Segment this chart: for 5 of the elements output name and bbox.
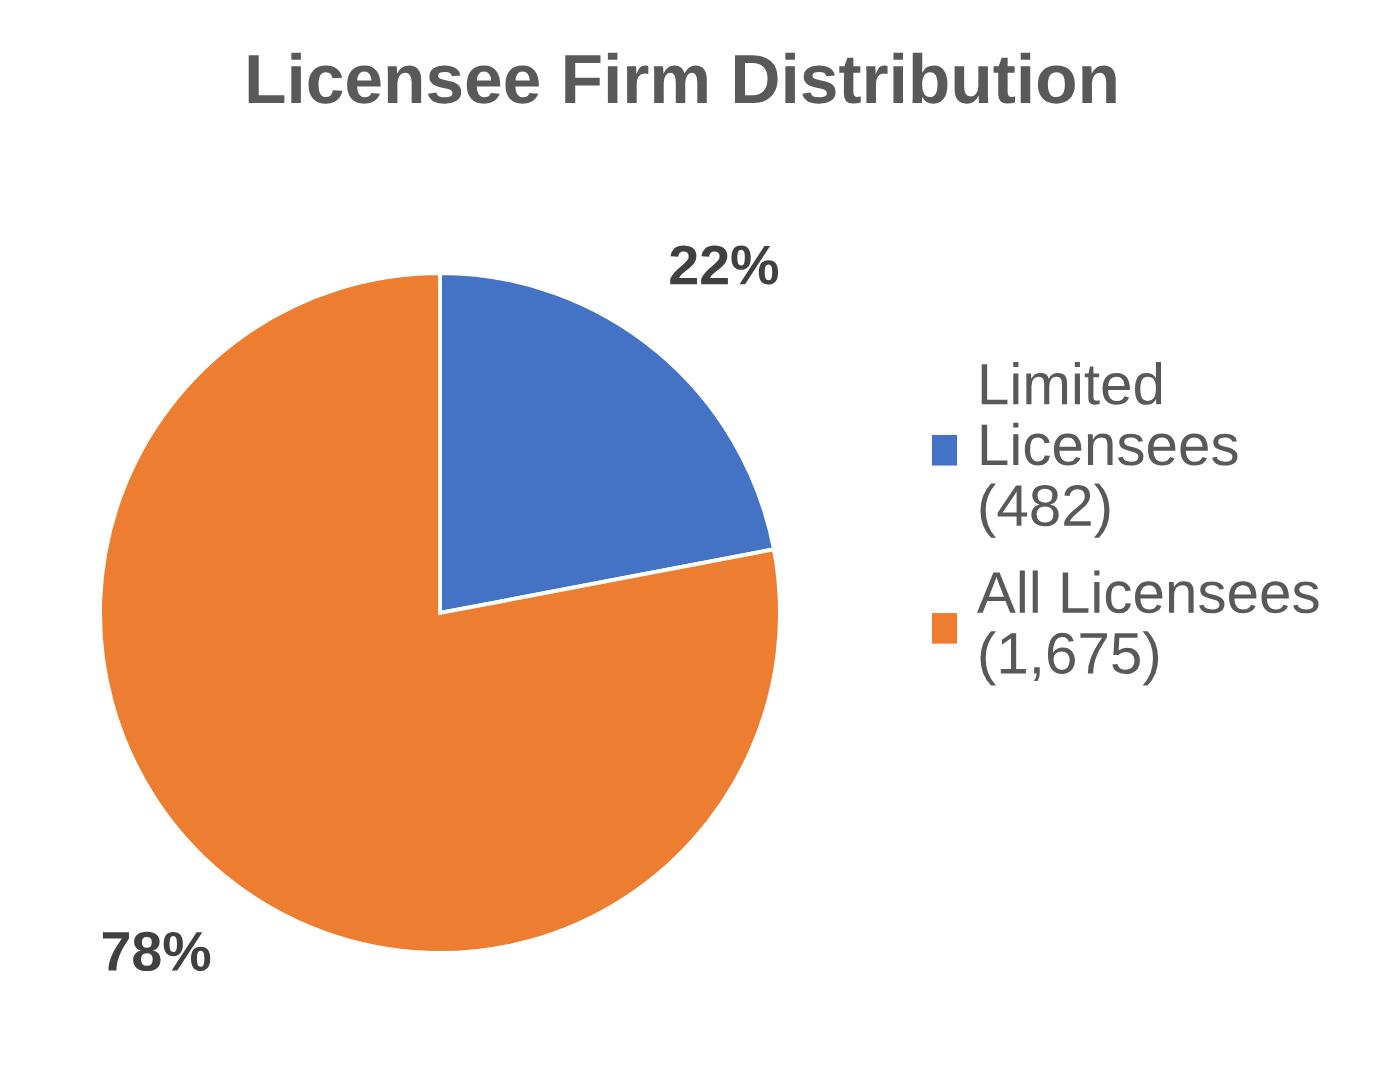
data-label: 22%: [670, 245, 779, 285]
chart-title: Licensee Firm Distribution: [248, 52, 1116, 104]
data-label: 78%: [102, 931, 211, 972]
legend-label: Limited Licensees (482): [980, 362, 1238, 538]
legend-label: All Licensees (1,675): [977, 570, 1319, 686]
